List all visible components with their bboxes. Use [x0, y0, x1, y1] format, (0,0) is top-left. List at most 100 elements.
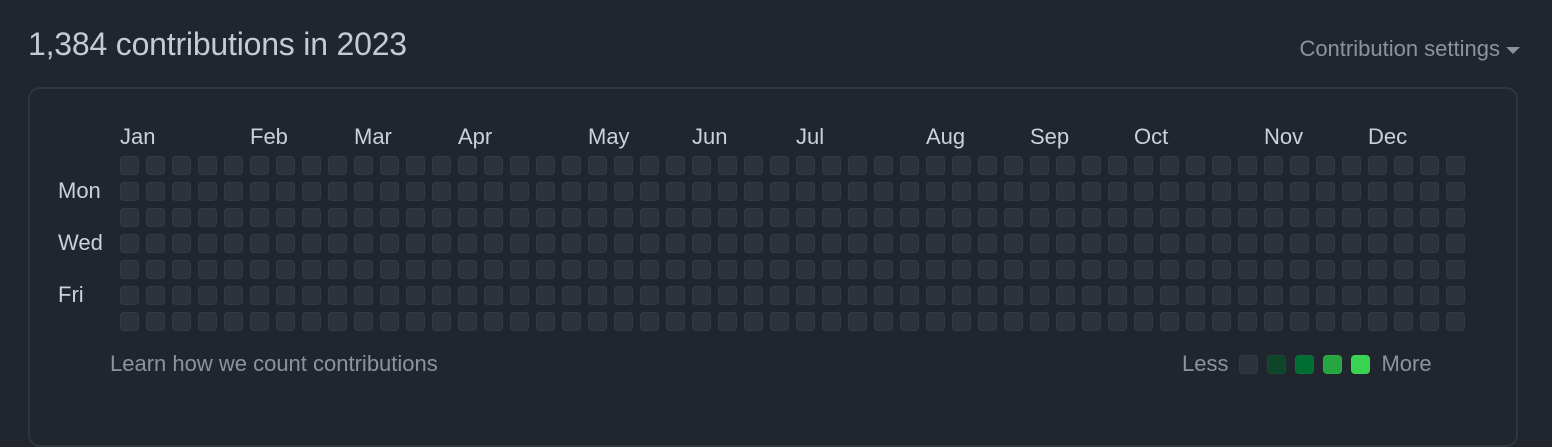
contribution-day-cell[interactable] — [796, 286, 815, 305]
contribution-day-cell[interactable] — [536, 208, 555, 227]
contribution-day-cell[interactable] — [354, 182, 373, 201]
contribution-day-cell[interactable] — [874, 156, 893, 175]
contribution-day-cell[interactable] — [536, 156, 555, 175]
contribution-day-cell[interactable] — [848, 312, 867, 331]
contribution-day-cell[interactable] — [406, 260, 425, 279]
contribution-day-cell[interactable] — [406, 234, 425, 253]
contribution-day-cell[interactable] — [198, 182, 217, 201]
contribution-day-cell[interactable] — [796, 312, 815, 331]
contribution-day-cell[interactable] — [978, 234, 997, 253]
contribution-day-cell[interactable] — [1186, 182, 1205, 201]
contribution-day-cell[interactable] — [1368, 156, 1387, 175]
contribution-day-cell[interactable] — [1108, 234, 1127, 253]
contribution-day-cell[interactable] — [1108, 182, 1127, 201]
contribution-day-cell[interactable] — [1420, 286, 1439, 305]
contribution-day-cell[interactable] — [718, 234, 737, 253]
contribution-day-cell[interactable] — [302, 208, 321, 227]
contribution-day-cell[interactable] — [1030, 234, 1049, 253]
contribution-day-cell[interactable] — [1004, 312, 1023, 331]
contribution-day-cell[interactable] — [276, 312, 295, 331]
contribution-day-cell[interactable] — [1394, 312, 1413, 331]
contribution-day-cell[interactable] — [1394, 286, 1413, 305]
contribution-day-cell[interactable] — [692, 208, 711, 227]
contribution-day-cell[interactable] — [744, 312, 763, 331]
contribution-day-cell[interactable] — [1134, 286, 1153, 305]
contribution-day-cell[interactable] — [146, 208, 165, 227]
contribution-day-cell[interactable] — [1316, 156, 1335, 175]
contribution-day-cell[interactable] — [614, 286, 633, 305]
contribution-day-cell[interactable] — [1394, 156, 1413, 175]
contribution-day-cell[interactable] — [120, 208, 139, 227]
contribution-day-cell[interactable] — [614, 208, 633, 227]
contribution-day-cell[interactable] — [146, 260, 165, 279]
contribution-day-cell[interactable] — [666, 260, 685, 279]
contribution-day-cell[interactable] — [536, 312, 555, 331]
contribution-day-cell[interactable] — [1004, 208, 1023, 227]
contribution-day-cell[interactable] — [120, 182, 139, 201]
contribution-day-cell[interactable] — [588, 286, 607, 305]
contribution-day-cell[interactable] — [978, 156, 997, 175]
contribution-day-cell[interactable] — [1212, 260, 1231, 279]
contribution-day-cell[interactable] — [744, 260, 763, 279]
contribution-day-cell[interactable] — [1420, 260, 1439, 279]
contribution-day-cell[interactable] — [1160, 234, 1179, 253]
contribution-day-cell[interactable] — [536, 182, 555, 201]
contribution-day-cell[interactable] — [432, 260, 451, 279]
contribution-day-cell[interactable] — [276, 234, 295, 253]
contribution-day-cell[interactable] — [1394, 182, 1413, 201]
contribution-day-cell[interactable] — [588, 156, 607, 175]
contribution-day-cell[interactable] — [926, 312, 945, 331]
contribution-day-cell[interactable] — [276, 260, 295, 279]
contribution-day-cell[interactable] — [796, 208, 815, 227]
contribution-day-cell[interactable] — [1290, 312, 1309, 331]
contribution-day-cell[interactable] — [770, 234, 789, 253]
contribution-day-cell[interactable] — [484, 234, 503, 253]
contribution-day-cell[interactable] — [562, 286, 581, 305]
contribution-day-cell[interactable] — [900, 208, 919, 227]
contribution-day-cell[interactable] — [120, 286, 139, 305]
contribution-day-cell[interactable] — [432, 182, 451, 201]
contribution-day-cell[interactable] — [1446, 260, 1465, 279]
contribution-day-cell[interactable] — [146, 182, 165, 201]
contribution-day-cell[interactable] — [510, 234, 529, 253]
contribution-day-cell[interactable] — [848, 156, 867, 175]
contribution-day-cell[interactable] — [380, 182, 399, 201]
contribution-day-cell[interactable] — [1030, 208, 1049, 227]
contribution-day-cell[interactable] — [1446, 312, 1465, 331]
contribution-day-cell[interactable] — [1212, 312, 1231, 331]
contribution-day-cell[interactable] — [354, 312, 373, 331]
contribution-day-cell[interactable] — [1030, 286, 1049, 305]
contribution-day-cell[interactable] — [1420, 182, 1439, 201]
contribution-day-cell[interactable] — [328, 234, 347, 253]
contribution-day-cell[interactable] — [900, 156, 919, 175]
contribution-day-cell[interactable] — [796, 234, 815, 253]
contribution-day-cell[interactable] — [874, 286, 893, 305]
contribution-day-cell[interactable] — [1368, 260, 1387, 279]
contribution-day-cell[interactable] — [432, 208, 451, 227]
contribution-day-cell[interactable] — [900, 260, 919, 279]
contribution-day-cell[interactable] — [1134, 156, 1153, 175]
contribution-day-cell[interactable] — [1342, 156, 1361, 175]
contribution-day-cell[interactable] — [588, 234, 607, 253]
contribution-day-cell[interactable] — [146, 156, 165, 175]
contribution-day-cell[interactable] — [822, 156, 841, 175]
contribution-day-cell[interactable] — [1134, 312, 1153, 331]
contribution-day-cell[interactable] — [120, 312, 139, 331]
contribution-day-cell[interactable] — [1342, 182, 1361, 201]
contribution-day-cell[interactable] — [1134, 208, 1153, 227]
contribution-day-cell[interactable] — [1004, 156, 1023, 175]
contribution-day-cell[interactable] — [1056, 234, 1075, 253]
contribution-day-cell[interactable] — [1186, 260, 1205, 279]
contribution-day-cell[interactable] — [952, 182, 971, 201]
contribution-day-cell[interactable] — [718, 156, 737, 175]
contribution-day-cell[interactable] — [614, 312, 633, 331]
contribution-day-cell[interactable] — [1394, 234, 1413, 253]
contribution-day-cell[interactable] — [276, 156, 295, 175]
contribution-day-cell[interactable] — [770, 286, 789, 305]
contribution-day-cell[interactable] — [1030, 260, 1049, 279]
contribution-day-cell[interactable] — [1186, 312, 1205, 331]
contribution-day-cell[interactable] — [1212, 208, 1231, 227]
contribution-day-cell[interactable] — [1342, 286, 1361, 305]
contribution-day-cell[interactable] — [900, 286, 919, 305]
contribution-day-cell[interactable] — [1264, 156, 1283, 175]
